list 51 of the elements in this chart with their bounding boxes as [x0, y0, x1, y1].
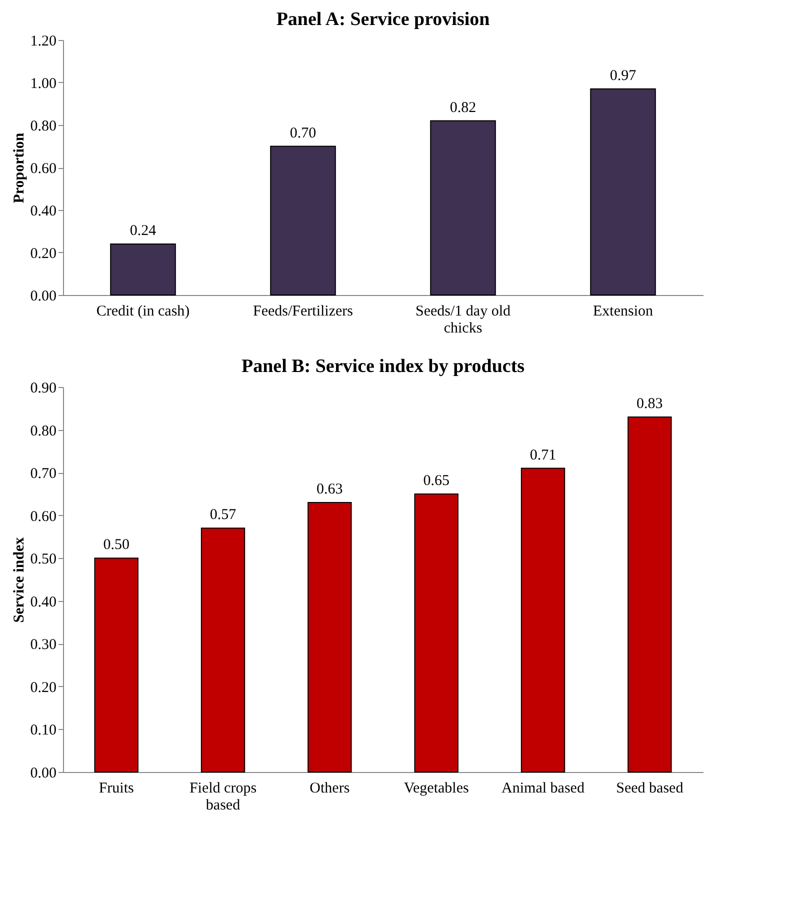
x-tick-label: Extension — [593, 304, 654, 320]
data-label: 0.63 — [316, 482, 343, 498]
bar — [430, 120, 496, 296]
bar — [628, 416, 672, 772]
y-tick-label: 1.00 — [30, 76, 56, 92]
y-tick-label: 0.60 — [30, 508, 56, 525]
y-tick-label: 0.50 — [30, 552, 56, 568]
chart-title: Panel A: Service provision — [276, 9, 490, 30]
bar — [110, 244, 176, 296]
data-label: 0.83 — [636, 396, 663, 412]
y-tick-label: 0.40 — [30, 594, 56, 610]
bar — [270, 146, 336, 296]
y-tick-label: 0.80 — [30, 118, 56, 134]
x-tick-label: Others — [310, 780, 350, 796]
y-tick-label: 0.90 — [30, 380, 56, 396]
y-tick-label: 0.20 — [30, 246, 56, 262]
data-label: 0.24 — [130, 223, 157, 239]
x-tick-label: Seed based — [616, 780, 684, 796]
y-tick-label: 0.10 — [30, 722, 56, 739]
y-tick-label: 0.80 — [30, 423, 56, 440]
x-tick-label: Seeds/1 day old chicks — [416, 304, 511, 336]
data-label: 0.82 — [450, 100, 476, 116]
data-label: 0.70 — [290, 125, 316, 142]
data-label: 0.65 — [423, 472, 450, 489]
y-tick-label: 0.70 — [30, 466, 56, 482]
bar — [520, 468, 566, 772]
bar — [94, 558, 138, 772]
data-label: 0.71 — [530, 447, 556, 464]
data-label: 0.57 — [210, 507, 237, 524]
x-tick-label: Credit (in cash) — [96, 304, 190, 320]
data-label: 0.97 — [610, 68, 637, 84]
x-tick-label: Feeds/Fertilizers — [253, 304, 354, 320]
bar — [590, 88, 656, 296]
y-tick-label: 0.20 — [30, 680, 56, 696]
bar — [308, 502, 352, 772]
y-axis-title: Service index — [11, 536, 28, 623]
x-tick-label: Fruits — [98, 780, 134, 796]
data-label: 0.50 — [103, 537, 130, 554]
y-axis-title: Proportion — [11, 132, 28, 204]
x-tick-label: Field crops based — [189, 780, 257, 814]
chart-title: Panel B: Service index by products — [241, 356, 525, 377]
x-tick-label: Animal based — [502, 780, 585, 796]
y-tick-label: 0.40 — [30, 204, 56, 220]
bar — [414, 493, 458, 772]
y-tick-label: 0.60 — [30, 161, 56, 177]
y-tick-label: 0.00 — [30, 766, 56, 782]
y-tick-label: 0.30 — [30, 637, 56, 654]
bar — [200, 528, 246, 772]
y-tick-label: 1.20 — [30, 34, 56, 50]
x-tick-label: Vegetables — [404, 780, 469, 796]
y-tick-label: 0.00 — [30, 288, 56, 304]
